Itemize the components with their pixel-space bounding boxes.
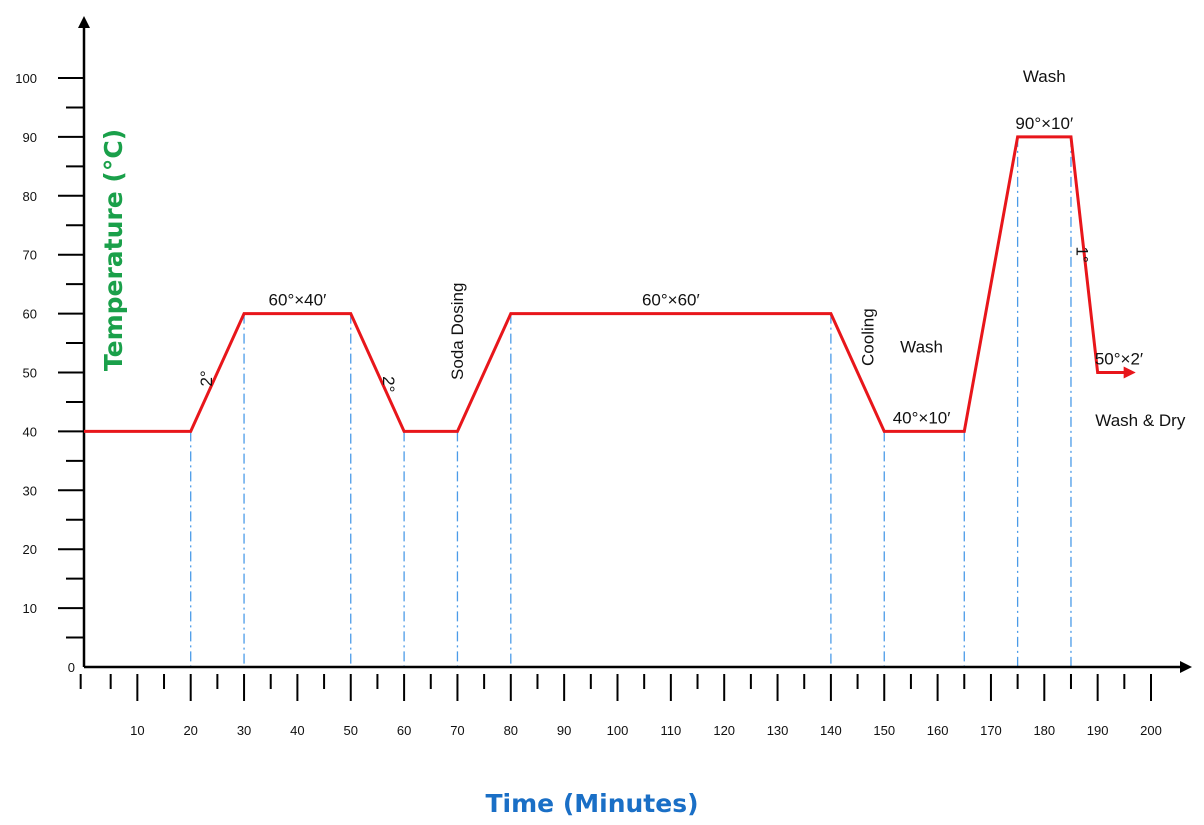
y-ticks: 0 10 20 30 40 50 60 70 80 90 100 [15,71,84,675]
annotations-layer: 60°×40′ 2° 2° Soda Dosing 60°×60′ Cooling Wash… [197,67,1186,430]
annotation-3: Soda Dosing [448,283,467,380]
x-tick-label-50: 50 [344,723,358,738]
series-line-0 [84,135,1136,433]
annotation-1: 2° [197,370,216,386]
annotation-0: 60°×40′ [269,291,327,310]
annotation-6: Wash [900,338,943,357]
x-tick-label-200: 200 [1140,723,1162,738]
x-tick-label-90: 90 [557,723,571,738]
x-tick-label-100: 100 [607,723,629,738]
y-tick-label-100: 100 [15,71,37,86]
x-tick-label-120: 120 [713,723,735,738]
x-tick-label-180: 180 [1033,723,1055,738]
y-tick-label-40: 40 [23,424,37,439]
annotation-5: Cooling [859,308,878,366]
x-tick-label-20: 20 [183,723,197,738]
y-tick-label-60: 60 [23,307,37,322]
annotation-8: Wash [1023,67,1066,86]
y-tick-label-80: 80 [23,189,37,204]
vertical-guides [190,136,1072,667]
x-tick-label-170: 170 [980,723,1002,738]
x-tick-label-130: 130 [767,723,789,738]
y-tick-label-50: 50 [23,366,37,381]
x-ticks: 10 20 30 40 50 60 70 80 90 100 110 120 130 140 150 160 1… [79,674,1162,738]
x-tick-label-160: 160 [927,723,949,738]
annotation-9: 90°×10′ [1015,114,1073,133]
y-axis-label: Temperature (°C) [99,129,128,371]
y-tick-label-20: 20 [23,542,37,557]
y-tick-label-90: 90 [23,130,37,145]
series-layer [84,135,1136,433]
y-tick-label-10: 10 [23,601,37,616]
x-tick-label-60: 60 [397,723,411,738]
x-tick-label-190: 190 [1087,723,1109,738]
annotation-7: 40°×10′ [893,408,951,427]
x-tick-label-150: 150 [873,723,895,738]
axes [78,16,1192,673]
x-tick-label-10: 10 [130,723,144,738]
annotation-10: 1° [1072,247,1091,263]
x-tick-label-110: 110 [660,723,681,738]
annotation-12: Wash & Dry [1095,411,1186,430]
annotation-11: 50°×2′ [1095,350,1143,369]
y-tick-label-30: 30 [23,483,37,498]
annotation-4: 60°×60′ [642,291,700,310]
x-tick-label-40: 40 [290,723,304,738]
x-tick-label-140: 140 [820,723,842,738]
annotation-2: 2° [379,376,398,392]
y-tick-label-70: 70 [23,248,37,263]
x-tick-label-30: 30 [237,723,251,738]
y-tick-label-0: 0 [68,660,75,675]
x-tick-label-80: 80 [504,723,518,738]
x-tick-label-70: 70 [450,723,464,738]
x-axis-label: Time (Minutes) [485,789,698,818]
